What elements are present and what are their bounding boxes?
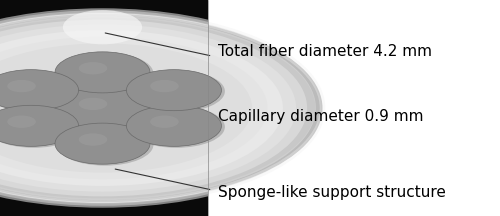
- Text: Sponge-like support structure: Sponge-like support structure: [218, 185, 446, 200]
- Circle shape: [79, 62, 107, 75]
- Circle shape: [0, 70, 82, 112]
- Circle shape: [55, 123, 150, 164]
- Circle shape: [0, 16, 316, 200]
- Circle shape: [56, 88, 154, 130]
- Circle shape: [0, 106, 82, 148]
- Circle shape: [0, 105, 78, 146]
- Circle shape: [0, 37, 268, 179]
- Bar: [0, 0, 208, 216]
- Circle shape: [56, 52, 154, 94]
- Circle shape: [0, 43, 252, 173]
- Circle shape: [8, 116, 36, 128]
- Circle shape: [55, 87, 150, 129]
- Text: Total fiber diameter 4.2 mm: Total fiber diameter 4.2 mm: [218, 44, 432, 59]
- Circle shape: [0, 70, 78, 111]
- Circle shape: [126, 105, 222, 146]
- Circle shape: [78, 133, 107, 146]
- Circle shape: [150, 116, 178, 128]
- Circle shape: [0, 13, 322, 203]
- Circle shape: [0, 24, 296, 192]
- Circle shape: [128, 106, 225, 148]
- Circle shape: [79, 98, 107, 110]
- Circle shape: [63, 10, 142, 44]
- Text: Capillary diameter 0.9 mm: Capillary diameter 0.9 mm: [218, 109, 423, 124]
- Circle shape: [0, 30, 283, 186]
- Circle shape: [128, 70, 225, 112]
- Circle shape: [0, 20, 307, 196]
- Circle shape: [126, 70, 222, 111]
- Circle shape: [56, 124, 154, 166]
- Circle shape: [150, 80, 178, 92]
- Circle shape: [55, 52, 150, 93]
- Circle shape: [8, 80, 36, 92]
